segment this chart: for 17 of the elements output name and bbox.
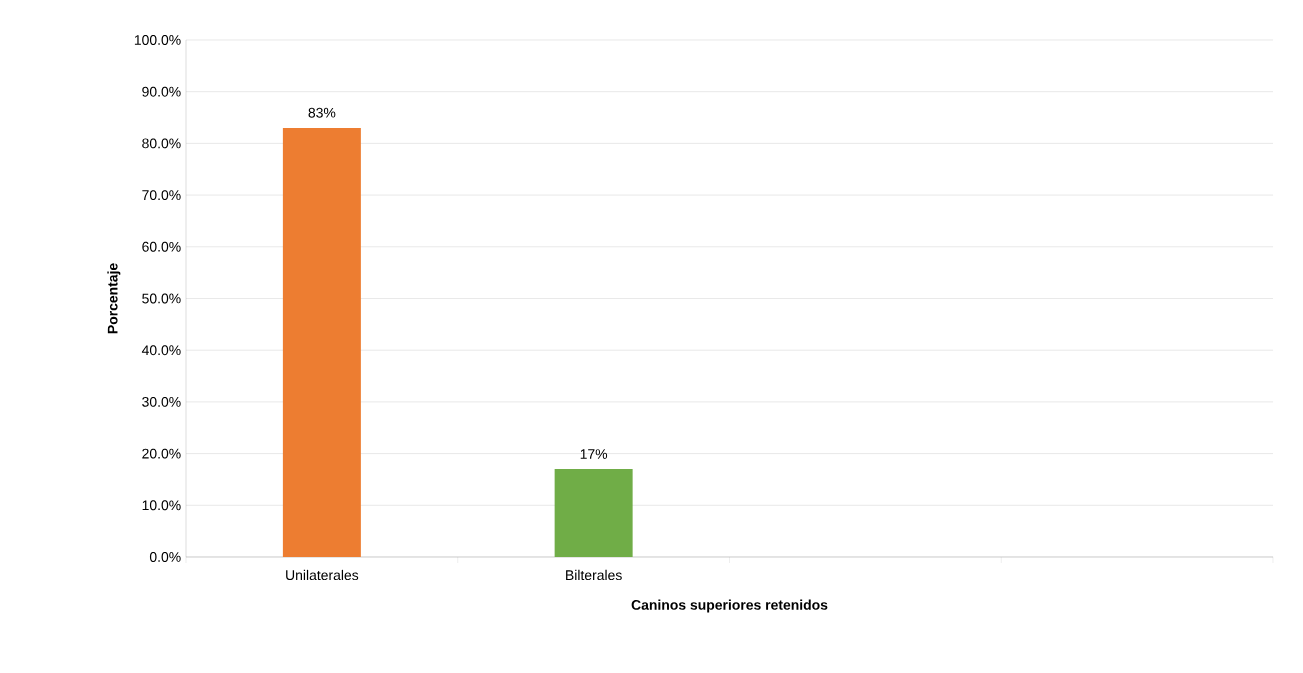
y-tick-label: 100.0% (134, 35, 181, 45)
y-tick-label: 40.0% (141, 345, 181, 356)
x-axis-title: Caninos superiores retenidos (631, 599, 828, 613)
x-tick-label: Bilterales (566, 569, 622, 581)
y-tick-label: 80.0% (142, 138, 181, 149)
y-tick-label: 50.0% (142, 293, 181, 304)
y-tick-label: 0.0% (149, 552, 181, 562)
data-label: 17% (580, 449, 608, 459)
x-tick-label: Unilaterales (286, 569, 359, 581)
y-tick-label: 60.0% (142, 241, 181, 252)
y-tick-label: 70.0% (142, 190, 181, 201)
data-label: 83% (308, 107, 336, 118)
y-axis-title: Porcentaje (107, 263, 121, 334)
y-tick-label: 10.0% (142, 500, 181, 511)
y-tick-label: 30.0% (142, 396, 181, 407)
y-tick-label: 20.0% (142, 448, 181, 459)
y-tick-label: 90.0% (142, 86, 181, 97)
